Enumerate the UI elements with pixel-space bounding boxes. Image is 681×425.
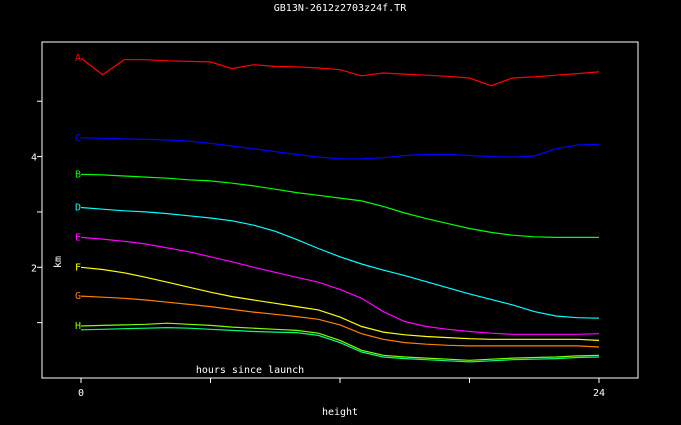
- y-tick-label: 2: [31, 263, 37, 274]
- series-label-F: F: [75, 262, 81, 273]
- series-label-H: H: [75, 321, 81, 332]
- x-tick-label: 24: [593, 388, 605, 399]
- y-axis-label: km: [53, 256, 64, 268]
- chart-title: GB13N-2612z2703z24f.TR: [274, 3, 407, 14]
- series-label-E: E: [75, 232, 81, 243]
- series-line-h2: [80, 326, 600, 363]
- plot-frame: [41, 41, 639, 379]
- series-label-C: C: [75, 133, 81, 144]
- x-tick-label: 0: [78, 388, 84, 399]
- series-label-A: A: [75, 53, 81, 64]
- series-line-H: [80, 322, 600, 361]
- series-label-G: G: [75, 291, 81, 302]
- x-axis-label: height: [322, 407, 358, 418]
- series-line-D: [80, 206, 600, 319]
- series-label-B: B: [75, 169, 81, 180]
- series-line-G: [80, 295, 600, 348]
- series-line-B: [80, 173, 599, 238]
- y-tick-label: 4: [31, 153, 37, 164]
- series-line-C: [80, 137, 600, 160]
- series-line-A: [80, 57, 600, 87]
- series-line-E: [80, 236, 600, 335]
- series-lines: A C B D E F G H: [75, 53, 600, 363]
- series-line-F: [80, 266, 600, 341]
- series-label-D: D: [75, 203, 81, 214]
- inner-x-label: hours since launch: [196, 365, 304, 376]
